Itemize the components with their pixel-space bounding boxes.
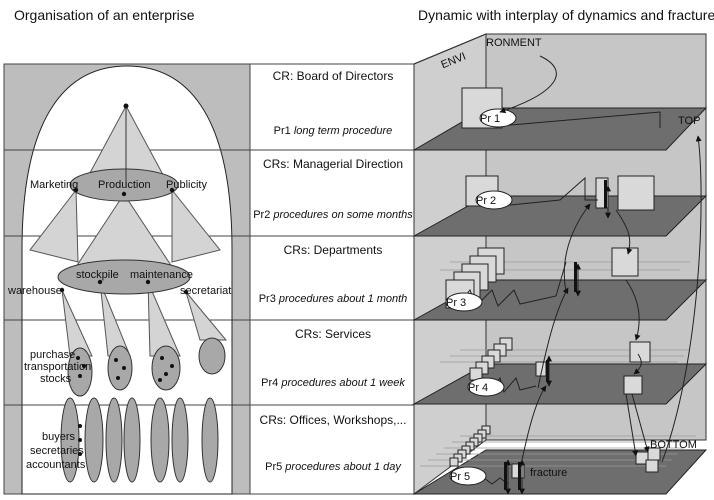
dynamics-panel: Pr 1 Pr 2 Pr 3 Pr 4 Pr 5 ENVI RONMENT TO…: [412, 33, 708, 495]
marketing-cone: [29, 188, 79, 263]
cr-column: CR: Board of Directors Pr1 long term pro…: [249, 63, 415, 495]
label-secretariat: secretariat: [180, 285, 231, 297]
office-ellipses: [60, 397, 219, 483]
cr-label-5: CRs: Offices, Workshops,...: [260, 413, 407, 427]
managerial-ellipse: [69, 168, 179, 202]
right-heading: Dynamic with interplay of dynamics and f…: [418, 7, 714, 23]
departments-ellipse: [57, 259, 191, 295]
label-purchase: purchase: [30, 349, 75, 361]
cube-label-4: Pr 4: [468, 382, 488, 394]
org-panel: Marketing Production Publicity stockpile…: [3, 63, 414, 495]
plane-5: [412, 449, 708, 495]
fracture-label: fracture: [530, 467, 567, 479]
bottom-label: BOTTOM: [650, 439, 697, 451]
pr-text-5: Pr5 procedures about 1 day: [265, 461, 402, 473]
cr-label-3: CRs: Departments: [284, 243, 383, 257]
label-buyers: buyers: [42, 431, 76, 443]
label-warehouse: warehouse: [7, 285, 62, 297]
label-transportation: transportation: [24, 361, 91, 373]
cube-label-1: Pr 1: [480, 113, 500, 125]
cr-label-2: CRs: Managerial Direction: [263, 157, 403, 171]
cube-label-3: Pr 3: [446, 297, 466, 309]
label-marketing: Marketing: [30, 179, 78, 191]
label-production: Production: [98, 179, 151, 191]
environment-label-b: RONMENT: [486, 37, 542, 49]
publicity-cone: [171, 188, 221, 263]
pr-text-4: Pr4 procedures about 1 week: [261, 377, 405, 389]
label-maintenance: maintenance: [130, 269, 193, 281]
pr-text-3: Pr3 procedures about 1 month: [259, 293, 408, 305]
top-label: TOP: [678, 115, 700, 127]
cube-label-5: Pr 5: [450, 471, 470, 483]
cube-label-2: Pr 2: [476, 195, 496, 207]
label-stockpile: stockpile: [76, 269, 119, 281]
cr-label-4: CRs: Services: [295, 327, 371, 341]
label-publicity: Publicity: [166, 179, 207, 191]
label-stocks: stocks: [40, 373, 72, 385]
label-accountants: accountants: [26, 459, 86, 471]
cr-label-1: CR: Board of Directors: [273, 69, 394, 83]
pr-text-1: Pr1 long term procedure: [274, 125, 393, 137]
label-secretaries: secretaries: [30, 445, 84, 457]
left-heading: Organisation of an enterprise: [14, 7, 195, 23]
pr-text-2: Pr2 procedures on some months: [253, 209, 413, 221]
